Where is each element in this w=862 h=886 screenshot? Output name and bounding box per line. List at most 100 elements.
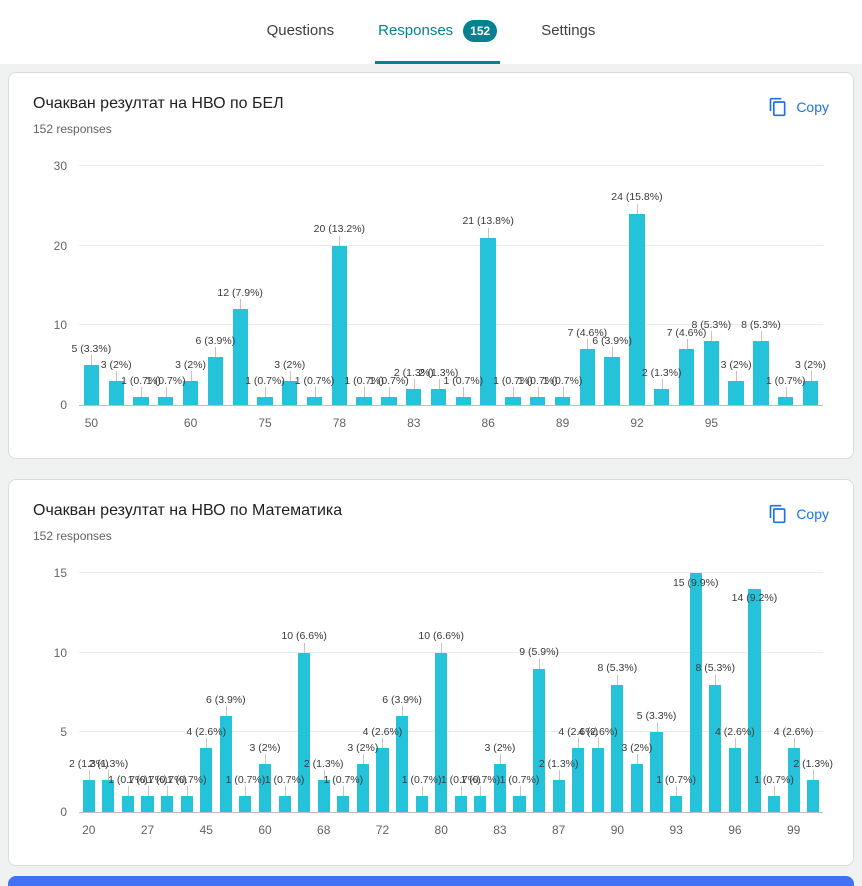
bar[interactable] [415,796,428,812]
bar[interactable] [298,652,311,812]
bar[interactable] [787,748,800,812]
bar[interactable] [474,796,487,812]
bar[interactable] [807,780,820,812]
bar[interactable] [306,397,323,405]
bar[interactable] [435,652,448,812]
bar-slot: 2 (1.3%) [539,573,579,812]
bar[interactable] [258,764,272,812]
x-axis-label: 50 [84,416,99,430]
bar[interactable] [802,381,819,405]
x-axis-label: 95 [704,416,719,430]
bar[interactable] [728,381,744,405]
bar[interactable] [430,389,447,405]
annotation-stem [441,642,443,653]
bar[interactable] [282,381,298,405]
bar[interactable] [395,716,409,812]
bar-slot: 14 (9.2%) [732,573,777,812]
tab-responses[interactable]: Responses 152 [375,0,501,64]
bar[interactable] [778,397,794,405]
bar[interactable] [200,748,213,812]
bar-slot: 8 (5.3%) [741,166,781,405]
bar[interactable] [455,397,472,405]
bar[interactable] [554,397,571,405]
annotation-stem [558,770,560,781]
bar[interactable] [591,748,604,812]
bar-slot: 6 (3.9%) [206,573,246,812]
bar[interactable] [133,397,149,405]
gridline [79,324,823,326]
bar[interactable] [748,588,761,812]
bar[interactable] [207,357,224,405]
bar[interactable] [331,245,348,405]
bar[interactable] [356,764,369,812]
bar[interactable] [121,796,134,812]
bar-annotation: 5 (3.3%) [636,709,677,722]
bar[interactable] [161,796,174,812]
bar[interactable] [753,341,769,405]
bar[interactable] [533,668,546,812]
bar[interactable] [579,349,596,405]
x-axis-label: 78 [332,416,347,430]
bar[interactable] [278,796,291,812]
bar[interactable] [376,748,389,812]
bar[interactable] [689,573,702,812]
responses-count-text: 152 responses [33,529,112,543]
annotation-stem [463,387,465,398]
bar[interactable] [572,748,585,812]
bar[interactable] [317,780,330,812]
bar[interactable] [141,796,154,812]
tab-questions[interactable]: Questions [264,0,338,64]
bar[interactable] [505,397,521,405]
bar[interactable] [703,341,719,405]
bar[interactable] [108,381,124,405]
bar-slot: 1 (0.7%) [493,166,533,405]
bar[interactable] [552,780,565,812]
annotation-stem [421,786,423,797]
bar-slot: 1 (0.7%) [518,166,558,405]
bar[interactable] [406,389,422,405]
bar[interactable] [82,780,95,812]
bar[interactable] [219,716,232,812]
bar[interactable] [630,764,644,812]
y-axis-label: 0 [60,805,67,819]
bar[interactable] [670,796,683,812]
bar[interactable] [513,796,526,812]
bar[interactable] [337,796,350,812]
bar[interactable] [728,748,741,812]
bar-annotation: 3 (2%) [175,358,207,371]
copy-button[interactable]: Copy [768,95,829,119]
bar[interactable] [381,397,397,405]
tab-settings[interactable]: Settings [538,0,598,64]
bar[interactable] [232,309,248,405]
bar-slot: 3 (2%) [484,573,515,812]
bar[interactable] [239,796,252,812]
bar-slot: 5 (3.3%) [637,573,676,812]
bar[interactable] [480,237,496,405]
bar-annotation: 1 (0.7%) [499,773,540,786]
bar-annotation: 2 (1.3%) [793,757,834,770]
bar[interactable] [257,397,273,405]
bar[interactable] [709,684,722,812]
bar-annotation: 1 (0.7%) [460,773,501,786]
bar[interactable] [180,796,193,812]
bar[interactable] [454,796,467,812]
bar-annotation: 9 (5.9%) [519,646,559,659]
bar[interactable] [629,213,645,405]
bar[interactable] [767,796,781,812]
bar[interactable] [611,684,624,812]
bar[interactable] [678,349,695,405]
bar[interactable] [604,357,620,405]
bar[interactable] [493,764,506,812]
bar[interactable] [158,397,174,405]
bar-slot: 2 (1.3%) [793,573,833,812]
bar[interactable] [182,381,199,405]
bar[interactable] [654,389,670,405]
bar[interactable] [83,365,100,405]
copy-button[interactable]: Copy [768,502,829,526]
bar[interactable] [356,397,372,405]
bar[interactable] [650,732,663,812]
bar-annotation: 1 (0.7%) [344,374,384,387]
bar-slot: 3 (2%) [795,166,826,405]
bar[interactable] [102,780,115,812]
bar[interactable] [530,397,546,405]
